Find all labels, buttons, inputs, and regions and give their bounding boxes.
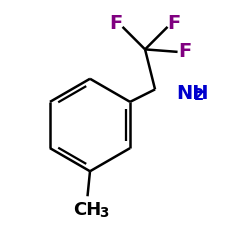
Text: 3: 3 bbox=[100, 206, 109, 220]
Text: NH: NH bbox=[176, 84, 209, 102]
Text: 2: 2 bbox=[194, 88, 204, 103]
Text: F: F bbox=[167, 14, 180, 32]
Text: F: F bbox=[178, 42, 191, 61]
Text: F: F bbox=[110, 14, 123, 32]
Text: CH: CH bbox=[73, 201, 102, 219]
